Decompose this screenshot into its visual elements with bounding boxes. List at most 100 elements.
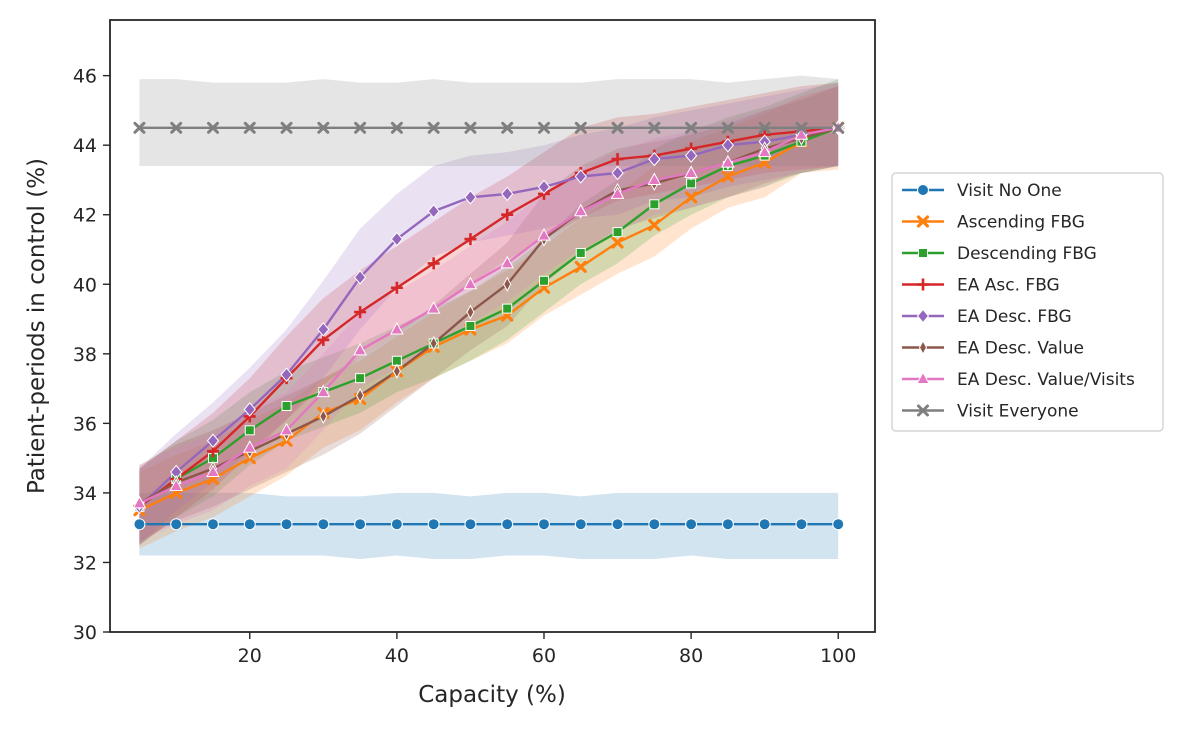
data-point: [574, 169, 587, 184]
data-point: [832, 518, 845, 531]
data-point: [611, 518, 624, 531]
data-point: [501, 518, 514, 531]
data-point: [463, 276, 478, 290]
data-point: [280, 367, 293, 382]
data-point: [685, 518, 698, 531]
series-line: [138, 126, 839, 505]
data-point: [466, 304, 475, 320]
data-point: [795, 121, 808, 134]
y-tick-label: 30: [73, 622, 97, 644]
data-point: [464, 190, 477, 205]
data-point: [612, 227, 623, 238]
data-point: [206, 433, 220, 449]
data-point: [353, 342, 367, 356]
data-point: [242, 440, 257, 453]
data-point: [501, 208, 514, 221]
legend-entry: EA Asc. FBG: [902, 276, 1060, 296]
legend-entry: EA Desc. FBG: [902, 307, 1072, 327]
data-point: [685, 191, 698, 204]
y-axis: 30 32 34 36 38 40 42 44 46: [73, 66, 110, 644]
legend-marker: [918, 339, 928, 356]
plot-frame: [109, 19, 876, 633]
data-point: [355, 373, 366, 384]
legend-entry: Visit No One: [902, 181, 1062, 201]
data-point: [316, 384, 331, 398]
y-tick-label: 40: [73, 274, 97, 296]
legend-entry: EA Desc. Value/Visits: [902, 370, 1135, 390]
y-tick-label: 42: [73, 205, 97, 227]
data-point: [244, 425, 255, 436]
legend-label: Visit No One: [957, 181, 1062, 201]
x-axis-title: Capacity (%): [418, 682, 566, 708]
confidence-band: [139, 79, 839, 546]
x-tick-label: 20: [238, 645, 262, 667]
data-point: [684, 165, 698, 178]
confidence-band: [139, 75, 839, 166]
data-point: [648, 121, 661, 134]
data-point: [721, 170, 734, 183]
data-point: [319, 408, 328, 424]
data-point: [427, 257, 440, 270]
data-point: [757, 144, 772, 158]
series-line: [138, 126, 839, 508]
data-point: [354, 121, 367, 134]
data-point: [501, 121, 514, 134]
data-point: [133, 518, 146, 531]
data-point: [170, 121, 183, 134]
data-point: [647, 172, 662, 185]
data-point: [427, 121, 440, 134]
data-point: [795, 518, 808, 531]
data-point: [317, 322, 330, 337]
data-point: [317, 121, 330, 134]
data-point: [280, 121, 293, 134]
legend-label: EA Desc. Value: [957, 339, 1084, 359]
data-point: [429, 335, 438, 351]
data-point: [500, 255, 515, 269]
data-point: [611, 153, 624, 166]
data-point: [206, 464, 220, 478]
data-point: [243, 121, 256, 134]
legend-label: Ascending FBG: [957, 213, 1085, 233]
x-tick-label: 100: [820, 645, 856, 667]
data-point: [464, 233, 477, 246]
data-point: [538, 275, 549, 286]
y-tick-label: 46: [73, 66, 97, 88]
data-point: [281, 400, 292, 411]
x-tick-label: 60: [532, 645, 556, 667]
data-point: [390, 121, 403, 134]
legend-marker: [916, 215, 930, 228]
legend-label: EA Asc. FBG: [957, 276, 1060, 296]
series-line: [138, 126, 839, 508]
data-point: [537, 518, 550, 531]
data-point: [390, 231, 404, 247]
data-point: [685, 121, 698, 134]
data-point: [649, 199, 660, 210]
data-point: [502, 303, 513, 314]
data-point: [832, 121, 845, 134]
data-point: [575, 247, 586, 258]
legend-entry: Descending FBG: [902, 244, 1097, 264]
legend: Visit No One Ascending FBG Descending FBG E…: [891, 172, 1164, 432]
data-point: [354, 518, 367, 531]
data-point: [206, 518, 219, 531]
data-point: [503, 276, 512, 292]
x-tick-label: 80: [679, 645, 703, 667]
legend-marker: [918, 248, 928, 258]
y-tick-label: 38: [73, 344, 97, 366]
series-markers: [132, 120, 846, 531]
data-point: [610, 186, 625, 199]
legend-frame: [891, 172, 1164, 432]
data-point: [427, 203, 440, 219]
series-lines: [138, 126, 839, 526]
data-point: [611, 165, 624, 181]
data-point: [721, 518, 734, 531]
legend-entry: Ascending FBG: [902, 213, 1085, 233]
data-point: [390, 321, 404, 335]
data-point: [279, 422, 294, 436]
x-tick-label: 40: [385, 645, 409, 667]
data-point: [721, 155, 735, 168]
data-point: [501, 186, 514, 202]
data-point: [721, 137, 735, 153]
data-point: [392, 363, 401, 379]
